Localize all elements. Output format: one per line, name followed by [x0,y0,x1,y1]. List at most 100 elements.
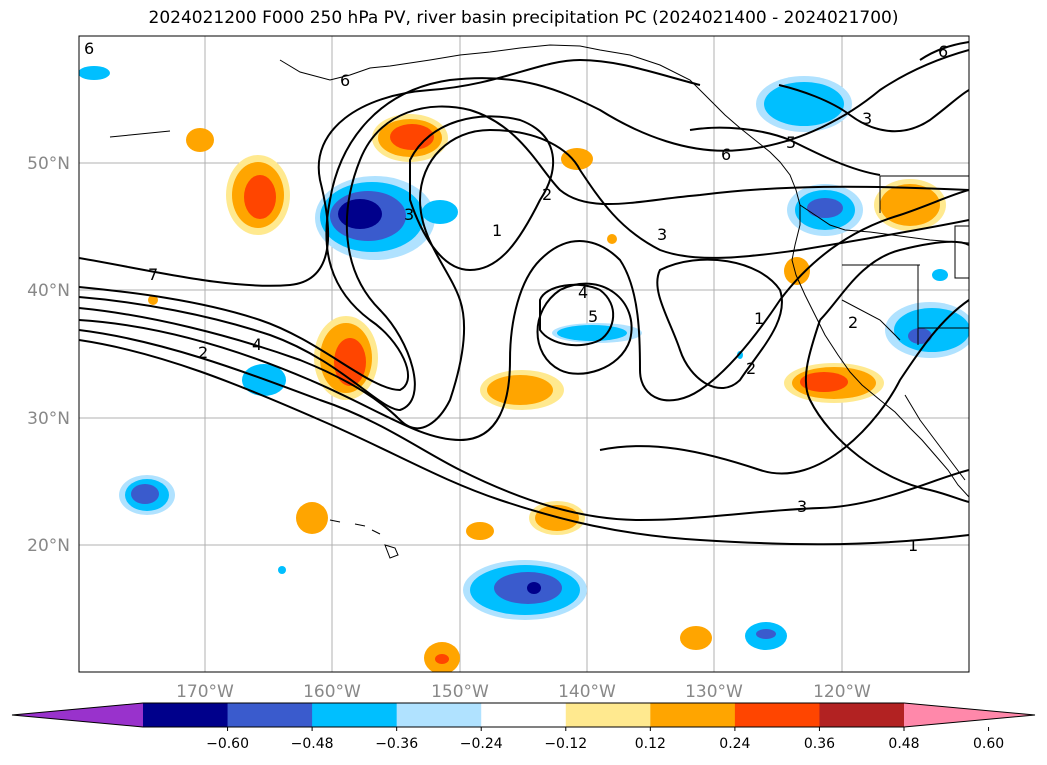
pv-contour-loop-1 [409,115,554,272]
colorbar-tick-label: −0.12 [544,736,587,752]
colorbar-tick-label: −0.36 [375,736,418,752]
colorbar-tick-label: −0.24 [460,736,503,752]
blob-pos-15 [607,234,617,244]
colorbar-tick-label: −0.60 [206,736,249,752]
contour-label: 1 [492,221,502,240]
blob-neg-2 [756,76,852,132]
pv-contour-3 [79,329,969,522]
blob-pos-16 [148,295,158,305]
pv-contour-6 [79,105,969,412]
pv-contour-2 [79,339,969,546]
lat-label: 40°N [27,281,70,301]
blob-pos-9 [784,257,810,285]
pv-contour-2b [804,240,969,503]
blob-pos-1 [226,155,290,235]
contour-label: 2 [746,359,756,378]
colorbar-segment [734,703,820,727]
blob-neg-3 [787,184,863,236]
baja-coast [904,394,966,481]
colorbar-tick-label: 0.12 [635,736,666,752]
contour-label: 6 [938,42,948,61]
state-border [841,299,901,341]
pv-contour-loop-1b [656,258,783,390]
colorbar-extend-min [12,703,143,727]
blob-pos-5 [784,363,884,403]
pv-contour-5 [79,128,969,430]
lon-label: 170°W [176,682,234,702]
colorbar-segment [650,703,736,727]
blob-neg-7 [119,475,175,515]
precip-pc-positive [148,114,946,672]
pv-contour-labels: 6 6 6 7 2 4 3 1 2 3 4 5 3 5 6 3 1 2 2 3 … [84,39,948,555]
pv-contour-6b [79,58,701,287]
blob-neg-4 [885,302,969,358]
contour-label: 7 [148,265,158,284]
coastlines [109,44,969,559]
lat-label: 30°N [27,409,70,429]
colorbar-segment [227,703,313,727]
colorbar-segment [565,703,651,727]
colorbar-segment [143,703,229,727]
blob-neg-1 [315,176,458,260]
colorbar-extend-max [904,703,1035,727]
blob-neg-8 [463,560,587,620]
colorbar-tick-label: 0.24 [719,736,750,752]
hawaiian-islands [329,519,399,559]
blob-pos-14 [424,642,460,672]
lat-label: 20°N [27,536,70,556]
blob-neg-13 [932,269,948,281]
blob-pos-4 [480,370,564,410]
blob-pos-8 [561,148,593,170]
lon-label: 120°W [813,682,871,702]
blob-neg-11 [278,566,286,574]
contour-label: 3 [404,205,414,224]
contour-label: 3 [862,109,872,128]
pv-contour-3b [599,299,969,475]
blob-pos-13 [680,626,712,650]
contour-label: 1 [754,309,764,328]
pv-contour-loop-4 [536,282,633,375]
pv-contours [79,41,969,546]
contour-label: 4 [578,283,588,302]
blob-pos-12 [466,522,494,540]
pv-contour-3c [778,84,969,133]
pv-contour-7 [79,49,969,392]
contour-label: 2 [198,343,208,362]
lon-label: 150°W [431,682,489,702]
colorbar: −0.60 −0.48 −0.36 −0.24 −0.12 0.12 0.24 0.36 0.4… [11,702,1036,752]
aleutian-islands [109,130,171,138]
blob-pos-7 [186,128,214,152]
latitude-labels: 50°N 40°N 30°N 20°N [27,154,70,556]
map-frame [78,35,970,673]
blob-pos-2 [372,114,448,162]
contour-label: 3 [657,225,667,244]
blob-neg-5 [552,323,642,343]
pv-contour-loop-5 [539,283,615,347]
colorbar-segment [396,703,482,727]
lat-label: 50°N [27,154,70,174]
basin-outlines [842,175,969,345]
lon-label: 140°W [558,682,616,702]
contour-label: 6 [84,39,94,58]
colorbar-tick-label: −0.48 [291,736,334,752]
inland-border [799,204,969,244]
colorbar-tick-label: 0.48 [888,736,919,752]
longitude-labels: 170°W 160°W 150°W 140°W 130°W 120°W [176,682,871,702]
contour-label: 2 [848,313,858,332]
colorbar-outline [11,702,1036,728]
colorbar-segment [312,703,398,727]
lon-label: 160°W [303,682,361,702]
chart-title: 2024021200 F000 250 hPa PV, river basin … [148,8,899,28]
pv-contour-6c [919,41,969,61]
lon-label: 130°W [685,682,743,702]
contour-label: 6 [721,145,731,164]
contour-label: 2 [542,185,552,204]
blob-neg-9 [745,622,787,650]
colorbar-segment [819,703,905,727]
contour-label: 4 [252,335,262,354]
north-america-coastline [279,44,969,498]
pv-contour-5b [689,126,881,176]
colorbar-tick-label: 0.60 [973,736,1004,752]
contour-label: 3 [797,497,807,516]
